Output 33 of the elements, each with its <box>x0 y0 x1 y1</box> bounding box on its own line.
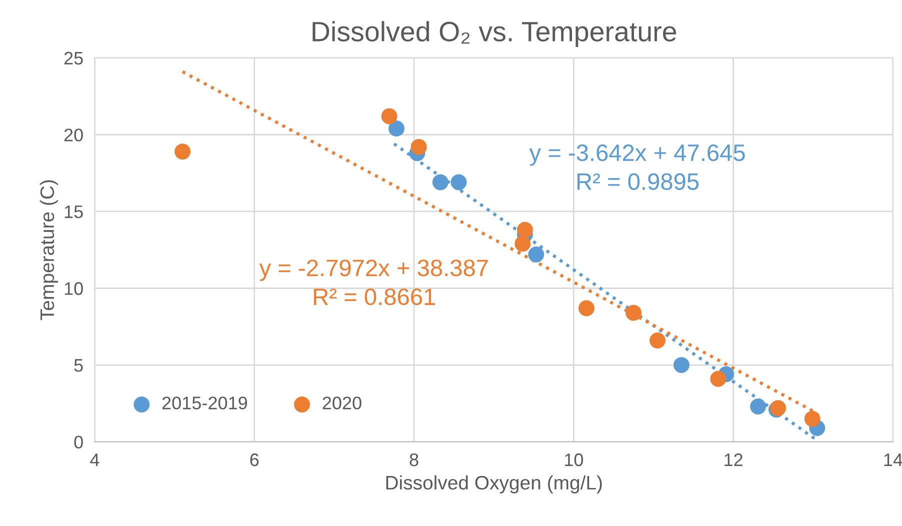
point <box>432 174 448 190</box>
point <box>381 108 398 124</box>
y-axis-title: Temperature (C) <box>40 180 58 320</box>
point <box>528 246 544 262</box>
x-axis-title: Dissolved Oxygen (mg/L) <box>386 475 602 494</box>
point <box>450 174 467 190</box>
point <box>710 370 726 387</box>
y-tick-label: 15 <box>64 206 83 218</box>
annotation: y = -2.7972x + 38.387 R² = 0.8661 <box>259 260 488 306</box>
y-tick-label: 10 <box>64 282 83 295</box>
legend-label: 2020 <box>322 396 362 410</box>
x-tick-label: 10 <box>565 453 584 466</box>
point <box>650 332 666 348</box>
chart-title: Dissolved O₂ vs. Temperature <box>312 21 676 47</box>
legend-label: 2015-2019 <box>162 396 248 410</box>
y-tick-label: 5 <box>74 359 83 372</box>
point <box>626 304 642 321</box>
point <box>578 300 594 316</box>
x-tick-label: 8 <box>410 453 418 466</box>
x-tick-label: 6 <box>250 453 259 466</box>
point <box>174 144 190 160</box>
annotation: y = -3.642x + 47.645 R² = 0.9895 <box>529 144 745 190</box>
y-tick-label: 0 <box>74 436 83 449</box>
point <box>673 357 690 374</box>
point <box>804 410 820 427</box>
x-tick-label: 4 <box>90 454 100 466</box>
point <box>388 120 404 136</box>
x-tick-label: 12 <box>724 453 742 466</box>
y-tick-label: 25 <box>64 52 83 65</box>
point <box>750 398 766 414</box>
x-tick-label: 14 <box>884 454 902 466</box>
y-tick-label: 20 <box>64 128 83 142</box>
point <box>410 138 427 155</box>
